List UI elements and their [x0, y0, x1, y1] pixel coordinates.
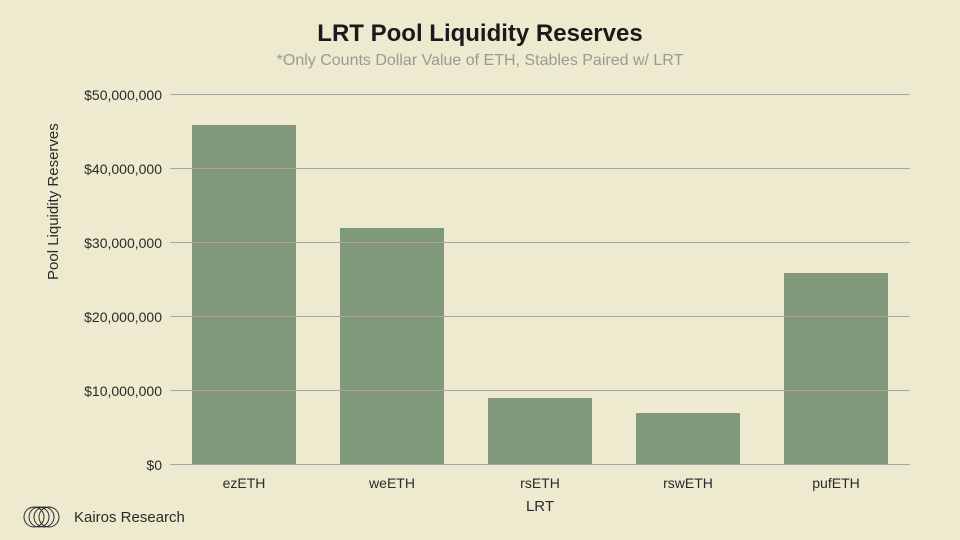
bar [636, 413, 740, 465]
bar-slot: rsETH [466, 95, 614, 465]
y-tick-label: $20,000,000 [84, 309, 170, 325]
bars-container: ezETHweETHrsETHrswETHpufETH [170, 95, 910, 465]
brand-name: Kairos Research [74, 509, 185, 526]
bar [784, 273, 888, 465]
chart-title: LRT Pool Liquidity Reserves [0, 20, 960, 48]
chart-canvas: LRT Pool Liquidity Reserves *Only Counts… [0, 0, 960, 540]
y-axis-title: Pool Liquidity Reserves [45, 123, 62, 280]
bar-slot: pufETH [762, 95, 910, 465]
y-tick-label: $30,000,000 [84, 235, 170, 251]
x-tick-label: pufETH [812, 465, 859, 491]
grid-line [170, 316, 910, 317]
y-tick-label: $0 [146, 457, 170, 473]
grid-line [170, 168, 910, 169]
chart-subtitle: *Only Counts Dollar Value of ETH, Stable… [0, 52, 960, 70]
grid-line [170, 94, 910, 95]
footer: Kairos Research [20, 506, 185, 528]
x-tick-label: ezETH [223, 465, 266, 491]
y-tick-label: $50,000,000 [84, 87, 170, 103]
bar [192, 125, 296, 465]
x-axis-title: LRT [170, 498, 910, 515]
grid-line [170, 464, 910, 465]
x-tick-label: weETH [369, 465, 415, 491]
grid-line [170, 390, 910, 391]
x-tick-label: rsETH [520, 465, 560, 491]
grid-line [170, 242, 910, 243]
y-tick-label: $10,000,000 [84, 383, 170, 399]
bar [488, 398, 592, 465]
x-tick-label: rswETH [663, 465, 713, 491]
brand-logo-icon [20, 506, 64, 528]
bar-slot: rswETH [614, 95, 762, 465]
y-tick-label: $40,000,000 [84, 161, 170, 177]
bar-slot: ezETH [170, 95, 318, 465]
bar-slot: weETH [318, 95, 466, 465]
bar [340, 228, 444, 465]
plot-area: ezETHweETHrsETHrswETHpufETH $0$10,000,00… [170, 95, 910, 465]
